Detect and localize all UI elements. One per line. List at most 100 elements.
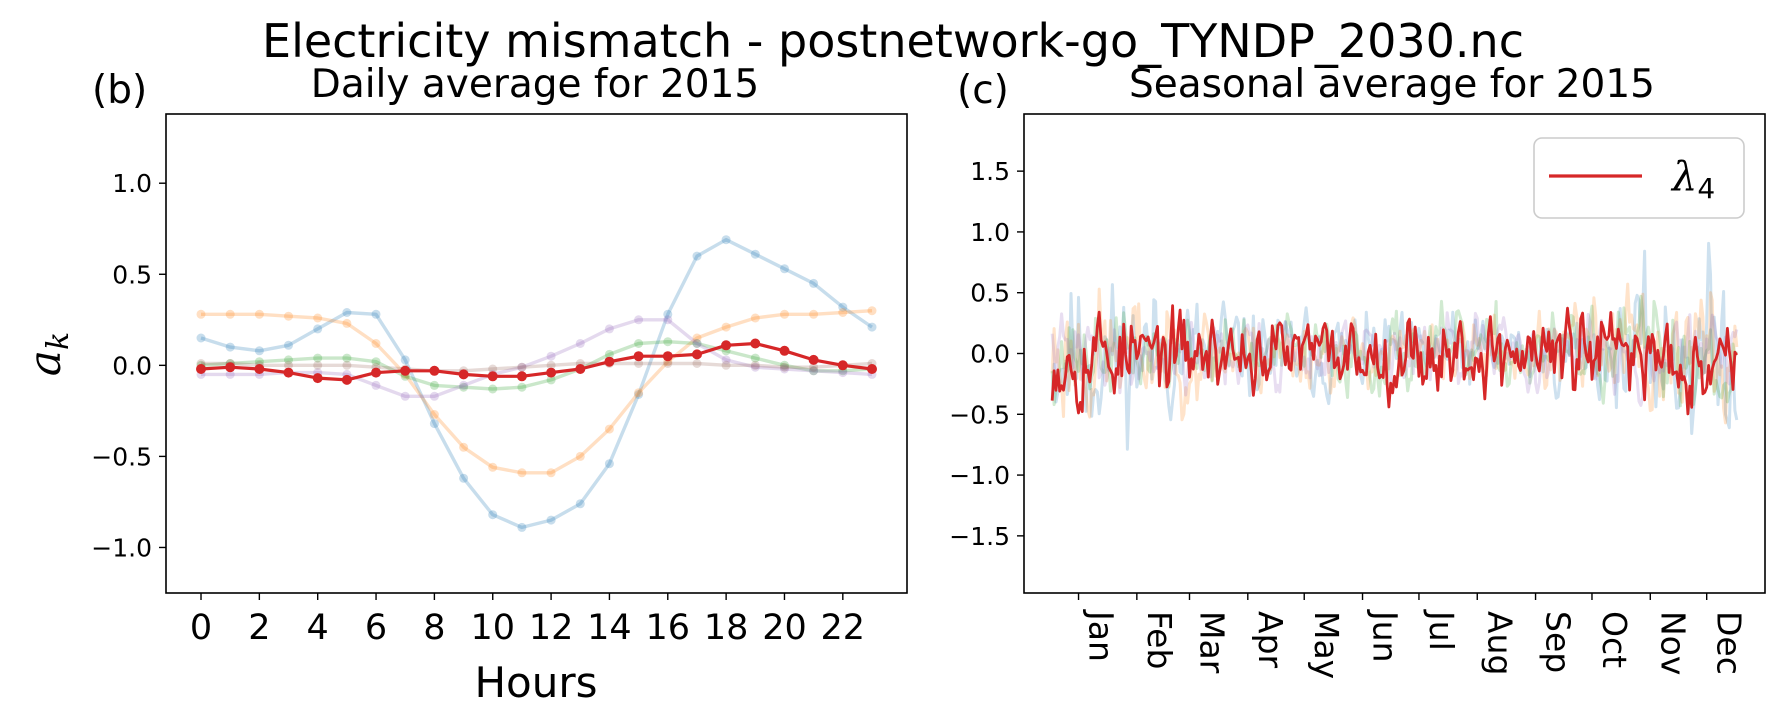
panel-b-series-3-point — [604, 324, 614, 334]
panel-b-series-1-point — [284, 311, 293, 321]
panel-b-series-5-point — [196, 364, 206, 374]
panel-b-title: Daily average for 2015 — [311, 62, 759, 107]
panel-b-x-tick-label: 18 — [704, 608, 749, 648]
panel-c-x-tick-label: Apr — [1251, 611, 1290, 669]
panel-b-y-tick-label: −1.0 — [91, 533, 152, 562]
panel-b-series-0-point — [459, 473, 469, 483]
panel-b-series-0-point — [838, 302, 848, 312]
panel-b-series-3-point — [459, 380, 469, 390]
panel-b-series-4-point — [488, 364, 498, 374]
panel-b-series-3-point — [721, 355, 731, 365]
figure-title: Electricity mismatch - postnetwork-go_TY… — [262, 14, 1524, 68]
panel-b-series-2-point — [780, 360, 789, 370]
panel-b-series-3-point — [634, 315, 644, 325]
panel-b-series-0-point — [400, 355, 410, 365]
panel-b-series-4-point — [721, 360, 731, 370]
panel-c-x-tick-label: Mar — [1193, 611, 1232, 674]
panel-b-series-1-point — [867, 306, 877, 316]
panel-b-series-0-point — [284, 340, 293, 350]
panel-b-series-4-point — [284, 360, 293, 370]
panel-b-y-tick-label: 0.5 — [112, 260, 152, 289]
panel-b-series-4-point — [517, 362, 527, 372]
panel-b-series-5-point — [546, 367, 557, 378]
panel-b-series-2-point — [546, 375, 556, 385]
panel-b-y-ticks: 1.0 0.5 0.0 −0.5 −1.0 — [91, 169, 166, 562]
panel-b-series-2-point — [517, 382, 527, 392]
panel-b-series-4-point — [342, 360, 352, 370]
panel-b-label: (b) — [92, 68, 147, 113]
panel-b-series-1-point — [459, 442, 469, 452]
panel-b-series-5-point — [837, 360, 848, 371]
panel-c-y-ticks: 1.5 1.0 0.5 0.0 −0.5 −1.0 −1.5 — [949, 157, 1024, 551]
panel-b-series-4-point — [663, 359, 673, 368]
panel-c-legend: λ4 — [1533, 137, 1745, 219]
panel-b-x-tick-label: 10 — [470, 608, 515, 648]
panel-b-series-0-point — [809, 278, 819, 288]
panel-b-series-2-point — [459, 382, 469, 392]
panel-b-series-0-point — [721, 235, 731, 245]
panel-b-series-3-point — [371, 380, 381, 390]
panel-b-series-0-point — [575, 499, 585, 509]
panel-b-series-1-point — [488, 462, 498, 472]
panel-b-series-1-line — [201, 309, 873, 475]
panel-b-series-5-point — [400, 365, 411, 376]
panel-b-series-2-line — [200, 340, 873, 391]
panel-b-series-1-point — [575, 451, 585, 461]
panel-b-series-2-point — [342, 353, 352, 363]
panel-b-x-tick-label: 12 — [529, 608, 574, 648]
panel-b-series-1-point — [371, 339, 381, 348]
panel-b-series-0-point — [517, 522, 527, 532]
panel-b-plot-area — [196, 235, 877, 532]
panel-b-x-tick-label: 14 — [587, 608, 632, 648]
panel-b-x-tick-label: 20 — [762, 608, 807, 648]
panel-daily-average: (b) Daily average for 2015 1.0 0.5 0.0 −0.5… — [20, 62, 908, 707]
panel-b-series-5-point — [429, 365, 440, 376]
panel-b-series-5-point — [808, 354, 819, 365]
panel-c-series-4-line — [1050, 304, 1738, 416]
panel-b-y-axis-label-sub: k — [41, 332, 76, 350]
panel-b-series-3-line — [201, 318, 873, 398]
panel-b-series-1-point — [225, 309, 235, 319]
panel-c-x-tick-label: Nov — [1653, 611, 1692, 675]
panel-b-series-0-point — [750, 249, 760, 259]
panel-b-series-1-point — [750, 313, 760, 323]
panel-c-y-tick-label: −0.5 — [949, 400, 1010, 429]
panel-seasonal-average: (c) Seasonal average for 2015 1.5 1.0 0.5 0… — [949, 62, 1766, 679]
panel-c-label: (c) — [957, 68, 1009, 113]
panel-c-y-tick-label: 1.0 — [970, 218, 1010, 247]
panel-b-series-4-point — [809, 362, 819, 372]
panel-b-y-tick-label: 1.0 — [112, 169, 152, 198]
panel-b-series-0-point — [254, 346, 264, 356]
panel-b-series-3-point — [809, 366, 819, 376]
panel-b-series-5-point — [750, 338, 761, 349]
panel-b-series-2-point — [750, 353, 760, 363]
panel-b-series-1-point — [634, 388, 644, 398]
panel-c-plot-area — [1050, 241, 1739, 451]
legend-label-sub: 4 — [1697, 172, 1715, 205]
panel-b-series-0-point — [604, 459, 614, 469]
panel-b-x-tick-label: 6 — [365, 608, 387, 648]
panel-b-series-4-point — [546, 360, 556, 370]
panel-b-series-0-point — [371, 309, 381, 319]
panel-c-x-tick-label: Aug — [1480, 611, 1519, 675]
panel-b-series-0-point — [429, 419, 439, 429]
panel-b-series-5-point — [312, 373, 323, 384]
panel-b-y-tick-label: −0.5 — [91, 442, 152, 471]
panel-b-series-0-point — [867, 322, 877, 332]
panel-b-series-4-point — [750, 360, 760, 370]
panel-b-x-ticks: 0 2 4 6 8 10 12 14 16 18 20 22 — [190, 593, 865, 648]
panel-b-series-0-point — [488, 510, 498, 520]
panel-b-series-3-point — [663, 315, 673, 325]
panel-b-x-tick-label: 8 — [423, 608, 445, 648]
panel-c-x-tick-label: Oct — [1595, 611, 1634, 668]
panel-b-series-2-point — [488, 384, 498, 394]
panel-b-series-2-point — [809, 366, 819, 376]
panel-c-title: Seasonal average for 2015 — [1129, 62, 1655, 107]
panel-c-x-tick-label: Feb — [1140, 611, 1179, 669]
panel-b-series-5-point — [779, 345, 790, 356]
svg-text:ak: ak — [20, 332, 76, 376]
panel-b-series-5-point — [341, 374, 352, 385]
panel-c-y-tick-label: −1.5 — [949, 522, 1010, 551]
panel-c-y-tick-label: 1.5 — [970, 157, 1010, 186]
panel-b-series-3-point — [780, 364, 789, 374]
